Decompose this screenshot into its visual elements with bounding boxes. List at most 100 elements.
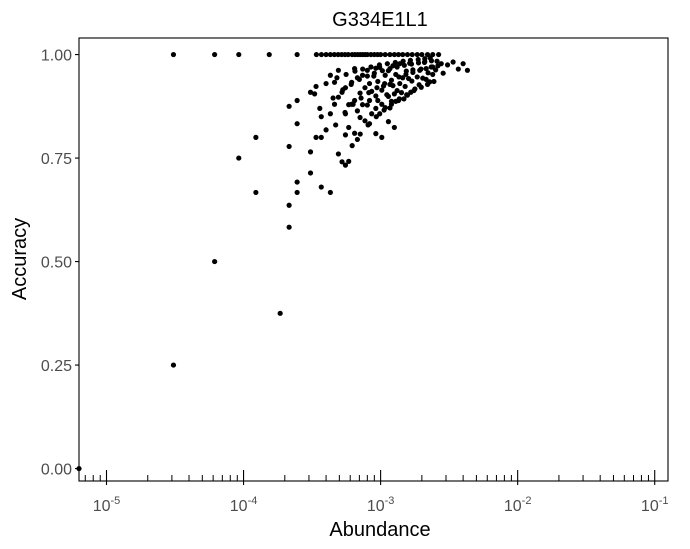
data-point	[382, 51, 388, 58]
data-point	[307, 149, 314, 155]
data-point	[358, 95, 364, 101]
data-point	[357, 114, 363, 121]
data-point	[334, 75, 340, 81]
data-point	[343, 71, 349, 78]
data-point	[362, 85, 368, 91]
data-point	[277, 310, 283, 316]
data-point	[425, 70, 431, 76]
data-point	[335, 151, 341, 157]
data-point	[364, 73, 370, 79]
data-point	[330, 95, 336, 101]
y-tick-label: 0.50	[41, 255, 72, 272]
data-point	[360, 66, 366, 72]
data-point	[415, 60, 422, 66]
data-point	[294, 121, 300, 127]
data-point	[286, 224, 292, 230]
data-point	[410, 69, 416, 75]
data-point	[362, 118, 368, 124]
data-point	[354, 136, 360, 143]
data-point	[327, 51, 333, 58]
data-point	[390, 83, 396, 89]
data-point	[331, 51, 337, 58]
data-point	[436, 51, 442, 58]
data-point	[395, 51, 402, 58]
data-point	[404, 51, 411, 58]
data-point	[340, 87, 346, 93]
data-point	[313, 134, 319, 140]
data-point	[373, 114, 379, 120]
data-point	[375, 97, 381, 104]
data-point	[401, 96, 407, 102]
data-point	[342, 109, 348, 116]
data-point	[366, 80, 373, 87]
data-point	[391, 51, 397, 58]
data-point	[335, 67, 341, 73]
data-point	[354, 108, 360, 114]
data-point	[373, 131, 379, 137]
x-tick-label: 10-1	[641, 495, 669, 515]
data-point	[318, 114, 324, 120]
x-tick-label: 10-5	[93, 495, 121, 515]
data-point	[331, 101, 338, 107]
data-point	[313, 83, 319, 90]
data-point	[212, 258, 218, 265]
data-point	[345, 51, 351, 58]
data-point	[435, 63, 441, 69]
data-point	[170, 51, 177, 58]
data-point	[307, 89, 314, 95]
data-point	[359, 102, 366, 108]
data-point	[402, 83, 408, 90]
data-point	[371, 70, 377, 76]
data-point	[323, 51, 329, 58]
data-point	[385, 119, 392, 125]
data-point	[318, 134, 324, 140]
data-point	[398, 90, 405, 96]
data-points	[76, 51, 471, 472]
data-point	[318, 184, 324, 190]
data-point	[379, 68, 385, 74]
data-point	[333, 122, 339, 128]
data-point	[352, 130, 358, 136]
data-point	[450, 59, 456, 65]
data-point	[418, 84, 424, 90]
data-point	[350, 101, 356, 107]
data-point	[327, 189, 333, 196]
data-point	[422, 58, 428, 65]
data-point	[428, 58, 435, 64]
data-point	[378, 51, 384, 58]
data-point	[294, 179, 300, 185]
data-point	[312, 91, 318, 97]
data-point	[307, 170, 314, 176]
data-point	[385, 93, 392, 99]
data-point	[387, 66, 393, 72]
data-point	[384, 61, 390, 67]
data-point	[331, 79, 338, 85]
plot-panel	[78, 37, 669, 482]
data-point	[352, 68, 358, 74]
data-point	[396, 74, 402, 80]
data-point	[373, 65, 379, 71]
chart-title: G334E1L1	[332, 9, 428, 31]
data-point	[359, 72, 366, 78]
data-point	[373, 93, 379, 99]
data-point	[76, 465, 82, 472]
data-point	[356, 76, 362, 83]
data-point	[349, 143, 355, 149]
data-point	[408, 61, 415, 67]
data-point	[388, 101, 395, 107]
data-point	[392, 59, 398, 66]
data-point	[364, 102, 370, 108]
data-point	[346, 124, 352, 131]
data-point	[455, 66, 461, 72]
data-point	[286, 202, 292, 208]
data-point	[400, 58, 406, 64]
data-point	[434, 58, 440, 64]
data-point	[342, 132, 349, 138]
x-tick-label: 10-3	[367, 495, 395, 515]
data-point	[339, 159, 345, 165]
data-point	[253, 189, 259, 196]
data-point	[424, 81, 431, 87]
data-point	[294, 97, 300, 104]
data-point	[286, 103, 292, 109]
